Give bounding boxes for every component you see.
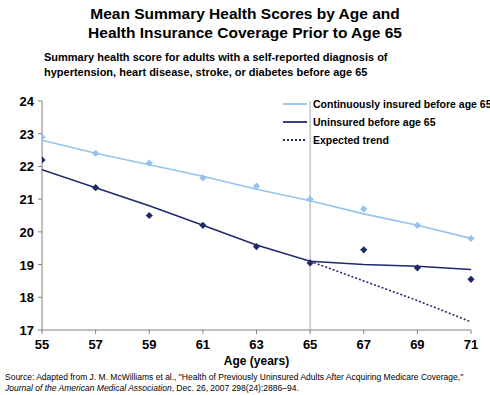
x-tick-label: 61: [196, 337, 210, 352]
data-point: [42, 156, 46, 163]
y-tick: [38, 264, 42, 265]
x-tick: [363, 330, 364, 334]
x-tick: [471, 330, 472, 334]
data-point: [467, 276, 474, 283]
legend-swatch: [283, 103, 307, 105]
x-tick-label: 65: [303, 337, 317, 352]
y-tick-label: 21: [20, 192, 34, 207]
legend-swatch: [283, 139, 307, 141]
series-line: [42, 170, 471, 270]
data-point: [360, 246, 367, 253]
data-point: [253, 182, 260, 189]
x-tick: [310, 330, 311, 334]
x-tick-label: 71: [464, 337, 478, 352]
x-axis-title: Age (years): [224, 354, 289, 368]
source-part: Journal of the American Medical Associat…: [4, 383, 172, 393]
y-tick: [38, 297, 42, 298]
data-point: [253, 243, 260, 250]
y-tick-label: 23: [20, 127, 34, 142]
legend-label: Expected trend: [313, 134, 389, 146]
x-tick-label: 55: [35, 337, 49, 352]
data-point: [307, 259, 314, 266]
x-tick-label: 59: [142, 337, 156, 352]
data-point: [199, 222, 206, 229]
x-tick-label: 57: [88, 337, 102, 352]
y-tick-label: 19: [20, 258, 34, 273]
y-tick-label: 17: [20, 323, 34, 338]
x-tick: [95, 330, 96, 334]
source: Journal of the American Medical Associat…: [4, 383, 299, 393]
legend-label: Uninsured before age 65: [313, 116, 436, 128]
subtitle: hypertension, heart disease, stroke, or …: [44, 66, 367, 78]
title: Mean Summary Health Scores by Age and: [90, 5, 400, 22]
data-point: [92, 150, 99, 157]
y-tick-label: 18: [20, 290, 34, 305]
page: {"chart_data": { "type": "line", "title"…: [0, 0, 490, 395]
legend-label: Continuously insured before age 65: [313, 98, 490, 110]
series-line: [42, 140, 471, 238]
data-point: [414, 222, 421, 229]
x-tick: [256, 330, 257, 334]
source: Source: Adapted from J. M. McWilliams et…: [5, 372, 463, 382]
x-tick: [417, 330, 418, 334]
x-tick: [202, 330, 203, 334]
x-tick-label: 67: [357, 337, 371, 352]
data-point: [199, 174, 206, 181]
x-tick: [149, 330, 150, 334]
title: Health Insurance Coverage Prior to Age 6…: [88, 24, 402, 41]
data-point: [92, 184, 99, 191]
data-point: [42, 133, 46, 140]
y-tick: [38, 101, 42, 102]
subtitle: Summary health score for adults with a s…: [44, 51, 388, 63]
chart: Mean Summary Health Scores by Age and Hea…: [0, 0, 490, 395]
plot-area: [42, 101, 475, 330]
data-point: [307, 196, 314, 203]
y-tick: [38, 133, 42, 134]
data-point: [467, 235, 474, 242]
source-part: Source: Adapted from J. M. McWilliams et…: [5, 372, 463, 382]
x-tick: [42, 330, 43, 334]
legend-swatch: [283, 121, 307, 123]
y-tick-label: 24: [20, 94, 35, 109]
data-point: [146, 212, 153, 219]
y-tick: [38, 330, 42, 331]
x-tick-label: 63: [249, 337, 263, 352]
y-tick: [38, 231, 42, 232]
data-point: [360, 205, 367, 212]
data-point: [414, 264, 421, 271]
data-point: [146, 160, 153, 167]
y-tick-label: 22: [20, 159, 34, 174]
source-part: , Dec. 26, 2007 298(24):2886–94.: [172, 383, 299, 393]
reference-line: [310, 101, 311, 330]
y-tick: [38, 166, 42, 167]
y-tick: [38, 199, 42, 200]
series-line: [310, 261, 471, 322]
y-tick-label: 20: [20, 225, 34, 240]
x-tick-label: 69: [410, 337, 424, 352]
